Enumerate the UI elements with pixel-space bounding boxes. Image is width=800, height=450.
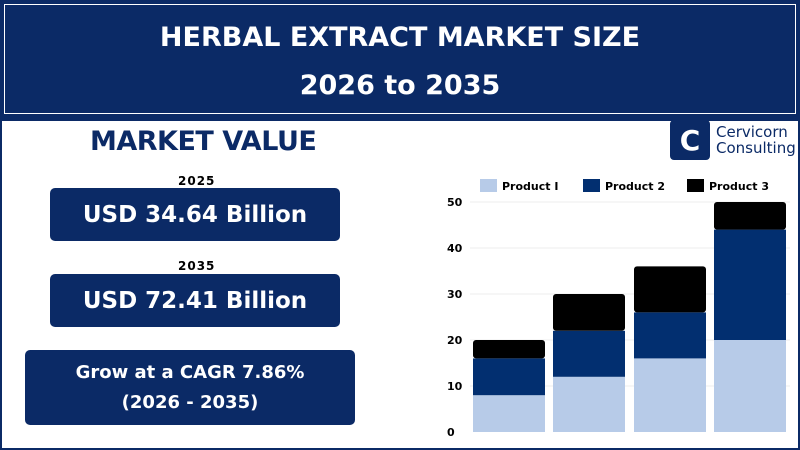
year-2035-label: 2035 xyxy=(178,259,216,273)
header-border xyxy=(4,4,796,114)
bar-segment xyxy=(634,266,706,313)
value-2035-box: USD 72.41 Billion xyxy=(50,274,340,327)
legend-label: Product 2 xyxy=(605,180,665,193)
year-2025-label: 2025 xyxy=(178,174,216,188)
y-tick-label: 10 xyxy=(447,380,463,393)
bar-segment xyxy=(634,312,706,359)
cagr-text: Grow at a CAGR 7.86% xyxy=(75,361,305,383)
bar-segment xyxy=(634,358,706,432)
y-tick-label: 20 xyxy=(447,334,463,347)
y-tick-label: 0 xyxy=(447,426,455,439)
bar-segment xyxy=(553,294,625,331)
y-tick-label: 40 xyxy=(447,242,463,255)
legend-swatch xyxy=(583,179,600,192)
cervicorn-logo: C Cervicorn Consulting xyxy=(670,120,796,160)
logo-line2: Consulting xyxy=(716,139,796,157)
cagr-box: Grow at a CAGR 7.86% (2026 - 2035) xyxy=(25,350,355,425)
value-2025-box: USD 34.64 Billion xyxy=(50,188,340,241)
legend-swatch xyxy=(687,179,704,192)
page-title: HERBAL EXTRACT MARKET SIZE xyxy=(159,22,641,53)
cagr-period: (2026 - 2035) xyxy=(121,391,259,413)
legend-swatch xyxy=(480,179,497,192)
market-value-heading: MARKET VALUE xyxy=(90,126,317,157)
logo-mark-icon: C xyxy=(670,120,710,160)
bar-segment xyxy=(714,340,786,432)
y-tick-label: 30 xyxy=(447,288,463,301)
bar-segment xyxy=(553,376,625,432)
bar-segment xyxy=(714,202,786,230)
bar-segment xyxy=(553,330,625,377)
bar-segment xyxy=(473,340,545,359)
header-banner: HERBAL EXTRACT MARKET SIZE 2026 to 2035 xyxy=(0,0,800,121)
bar-segment xyxy=(714,229,786,340)
bar-segment xyxy=(473,395,545,432)
y-tick-label: 50 xyxy=(447,196,463,209)
bar-segment xyxy=(473,358,545,396)
logo-line1: Cervicorn xyxy=(716,123,788,141)
page-subtitle: 2026 to 2035 xyxy=(299,70,501,101)
legend-label: Product 3 xyxy=(709,180,769,193)
legend-label: Product I xyxy=(502,180,558,193)
